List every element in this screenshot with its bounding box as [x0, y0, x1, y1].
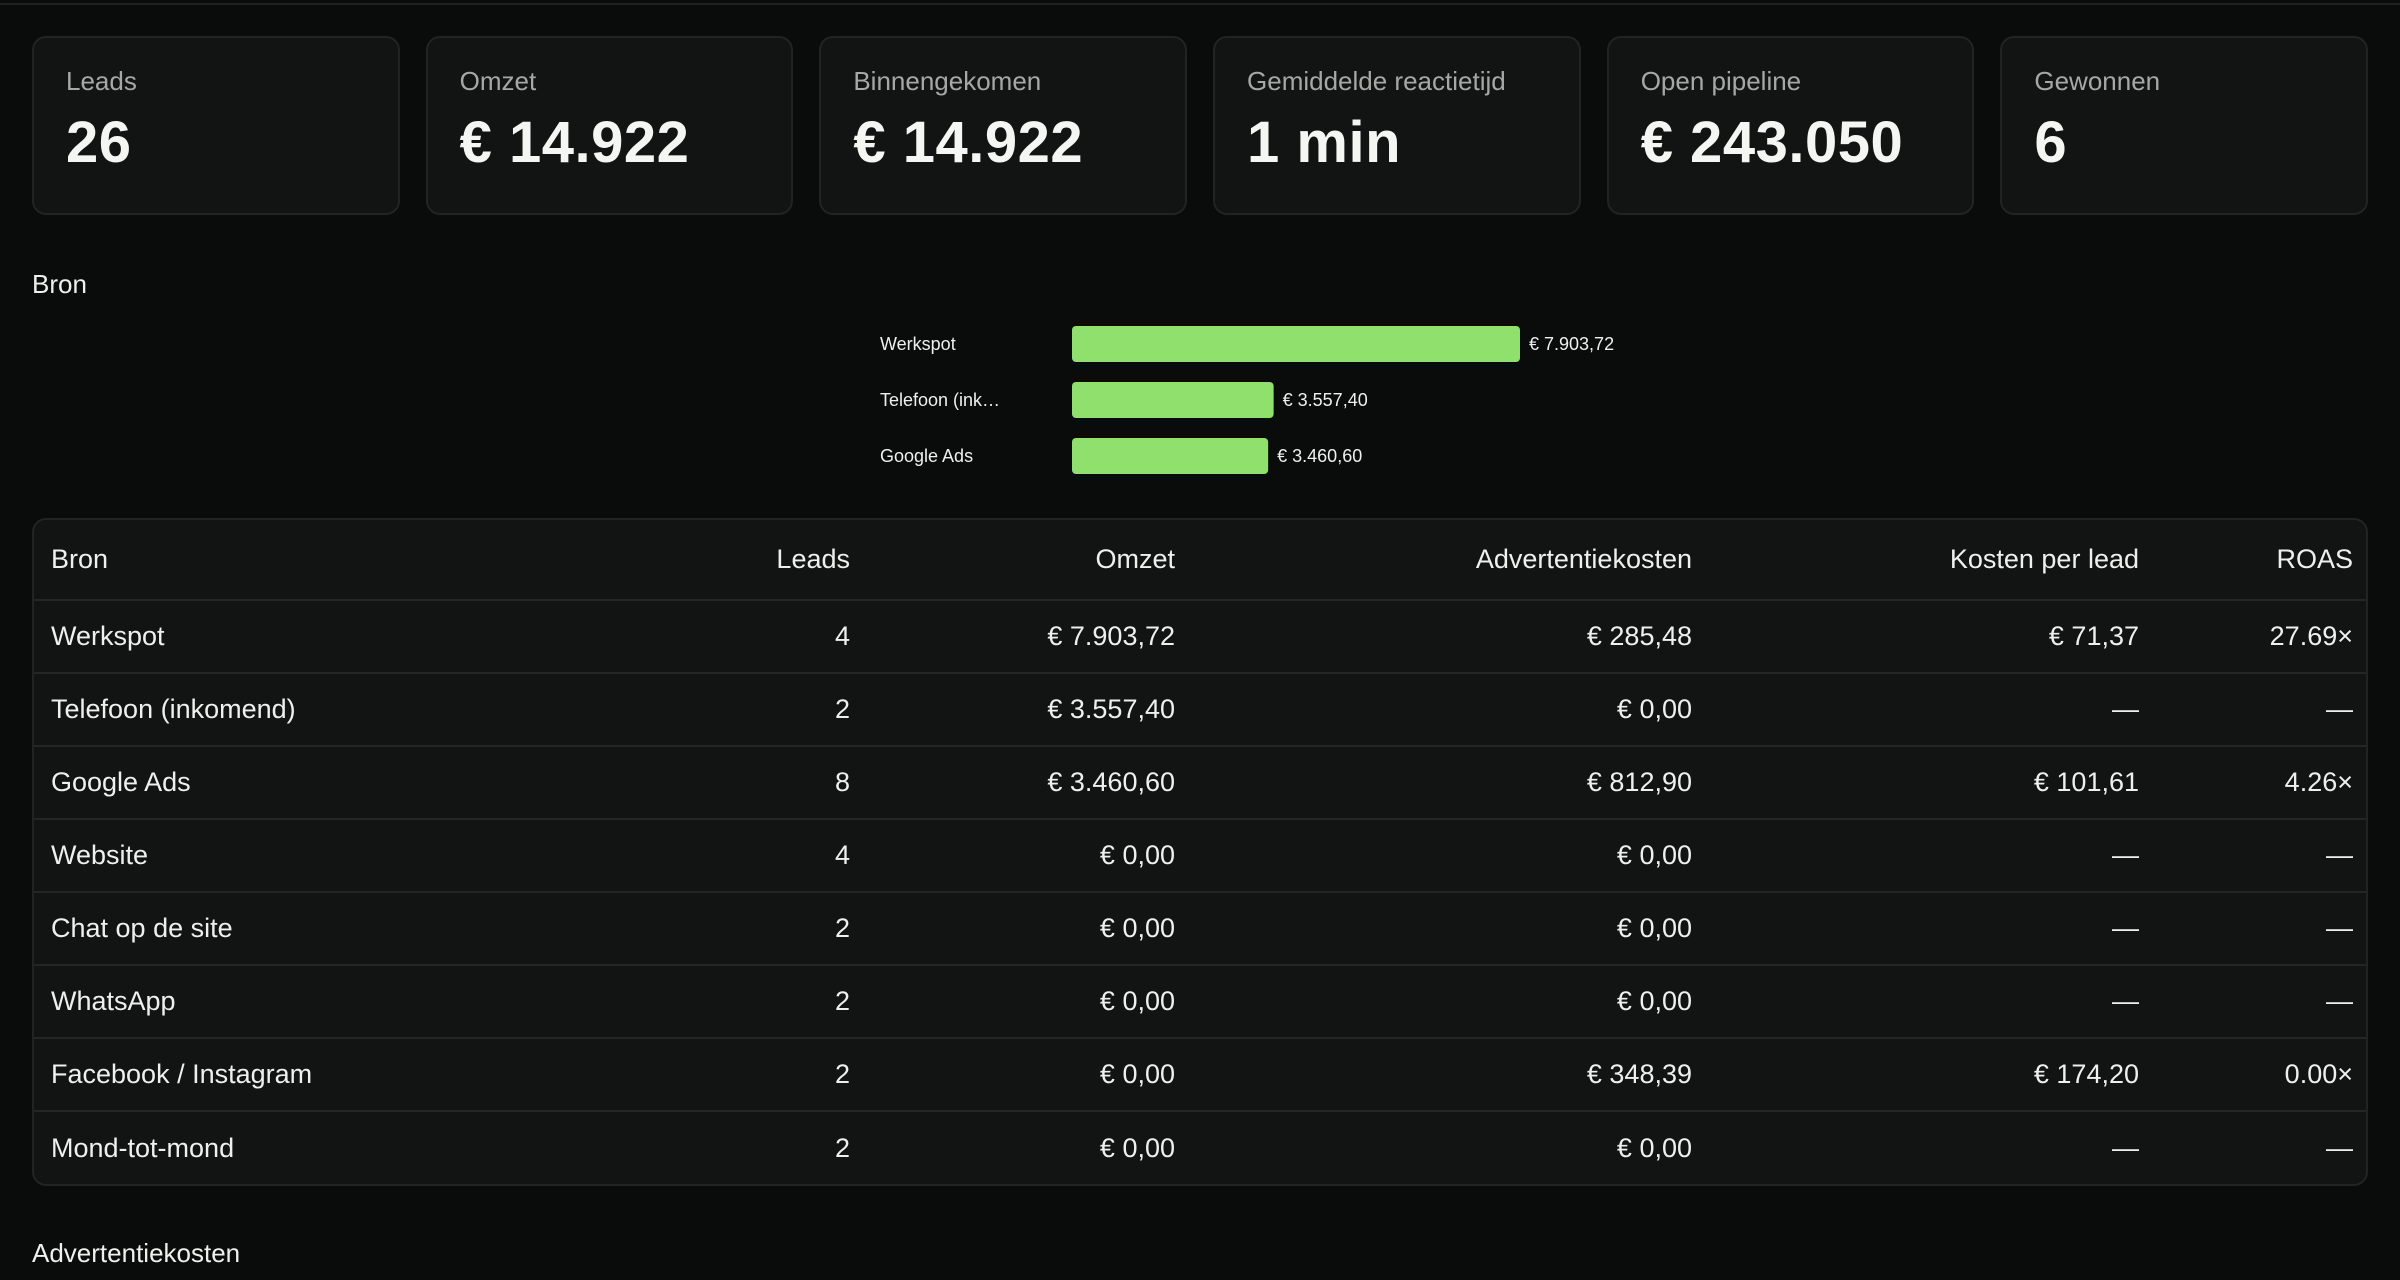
column-header-omzet: Omzet: [1095, 544, 1175, 574]
chart-bar: [1072, 326, 1520, 362]
kpi-card-open-pipeline: Open pipeline € 243.050: [1606, 36, 1975, 215]
cell-roas: —: [2156, 818, 2366, 892]
cell-bron: Chat op de site: [34, 891, 664, 965]
cell-roas: —: [2156, 891, 2366, 965]
cell-omzet: € 0,00: [867, 964, 1192, 1038]
kpi-label: Gewonnen: [2034, 66, 2161, 96]
chart-category-label: Werkspot: [880, 334, 956, 354]
cell-kosten-per-lead: —: [1709, 964, 2156, 1038]
kpi-value: 26: [66, 110, 132, 175]
chart-value-label: € 3.557,40: [1283, 390, 1368, 410]
kpi-value: € 14.922: [459, 110, 690, 175]
cell-bron: Facebook / Instagram: [34, 1037, 664, 1111]
cell-bron: Telefoon (inkomend): [34, 672, 664, 746]
cell-omzet: € 0,00: [867, 1110, 1192, 1184]
cell-omzet: € 0,00: [867, 818, 1192, 892]
cell-bron: Mond-tot-mond: [34, 1110, 664, 1184]
chart-category-label: Google Ads: [880, 446, 973, 466]
cell-advertentiekosten: € 0,00: [1192, 891, 1709, 965]
table-row: Telefoon (inkomend) 2 € 3.557,40 € 0,00 …: [34, 672, 2366, 746]
kpi-value: 1 min: [1247, 110, 1402, 175]
top-divider: [0, 3, 2400, 5]
cell-advertentiekosten: € 0,00: [1192, 1110, 1709, 1184]
kpi-card-gewonnen: Gewonnen 6: [2000, 36, 2369, 215]
kpi-card-reactietijd: Gemiddelde reactietijd 1 min: [1213, 36, 1581, 215]
cell-omzet: € 3.557,40: [867, 672, 1192, 746]
cell-roas: 0.00×: [2156, 1037, 2366, 1111]
cell-advertentiekosten: € 0,00: [1192, 672, 1709, 746]
cell-bron: WhatsApp: [34, 964, 664, 1038]
column-header-kosten-per-lead: Kosten per lead: [1949, 544, 2139, 574]
kpi-label: Open pipeline: [1640, 66, 1802, 96]
table-row: Mond-tot-mond 2 € 0,00 € 0,00 — —: [34, 1110, 2366, 1184]
cell-bron: Google Ads: [34, 745, 664, 819]
cell-omzet: € 0,00: [867, 891, 1192, 965]
cell-kosten-per-lead: € 174,20: [1709, 1037, 2156, 1111]
kpi-cards: Leads 26 Omzet € 14.922 Binnengekomen € …: [32, 36, 2369, 215]
cell-bron: Website: [34, 818, 664, 892]
cell-omzet: € 7.903,72: [867, 599, 1192, 673]
table-row: Chat op de site 2 € 0,00 € 0,00 — —: [34, 891, 2366, 965]
cell-kosten-per-lead: € 101,61: [1709, 745, 2156, 819]
kpi-value: € 14.922: [853, 110, 1084, 175]
kpi-label: Binnengekomen: [853, 66, 1042, 96]
cell-roas: —: [2156, 672, 2366, 746]
source-revenue-chart: Werkspot € 7.903,72 Telefoon (ink… € 3.557,…: [880, 326, 1614, 474]
cell-leads: 2: [664, 672, 867, 746]
source-section-title: Bron: [32, 269, 87, 299]
cell-advertentiekosten: € 0,00: [1192, 964, 1709, 1038]
table-row: Werkspot 4 € 7.903,72 € 285,48 € 71,37 2…: [34, 599, 2366, 673]
table-row: Facebook / Instagram 2 € 0,00 € 348,39 €…: [34, 1037, 2366, 1111]
cell-bron: Werkspot: [34, 599, 664, 673]
cell-kosten-per-lead: —: [1709, 672, 2156, 746]
table-header-row: Bron Leads Omzet Advertentiekosten Koste…: [34, 520, 2366, 600]
cell-kosten-per-lead: —: [1709, 818, 2156, 892]
kpi-card-binnengekomen: Binnengekomen € 14.922: [819, 36, 1188, 215]
column-header-roas: ROAS: [2276, 544, 2353, 574]
cell-leads: 4: [664, 599, 867, 673]
cell-kosten-per-lead: € 71,37: [1709, 599, 2156, 673]
chart-category-label: Telefoon (ink…: [880, 390, 1000, 410]
cell-roas: 27.69×: [2156, 599, 2366, 673]
cell-advertentiekosten: € 348,39: [1192, 1037, 1709, 1111]
table-row: Website 4 € 0,00 € 0,00 — —: [34, 818, 2366, 892]
kpi-label: Gemiddelde reactietijd: [1247, 66, 1506, 96]
source-table: Bron Leads Omzet Advertentiekosten Koste…: [32, 518, 2368, 1186]
cell-advertentiekosten: € 812,90: [1192, 745, 1709, 819]
cell-roas: 4.26×: [2156, 745, 2366, 819]
column-header-bron: Bron: [51, 544, 109, 574]
ad-costs-section-title: Advertentiekosten: [32, 1238, 241, 1268]
cell-leads: 2: [664, 1037, 867, 1111]
cell-kosten-per-lead: —: [1709, 891, 2156, 965]
column-header-leads: Leads: [776, 544, 850, 574]
kpi-label: Omzet: [459, 66, 537, 96]
column-header-advertentiekosten: Advertentiekosten: [1475, 544, 1692, 574]
cell-leads: 2: [664, 891, 867, 965]
chart-bar: [1072, 382, 1274, 418]
cell-leads: 8: [664, 745, 867, 819]
table-row: Google Ads 8 € 3.460,60 € 812,90 € 101,6…: [34, 745, 2366, 819]
kpi-value: € 243.050: [1640, 110, 1904, 175]
kpi-card-leads: Leads 26: [32, 36, 400, 215]
cell-advertentiekosten: € 285,48: [1192, 599, 1709, 673]
kpi-value: 6: [2034, 110, 2068, 175]
kpi-card-omzet: Omzet € 14.922: [425, 36, 794, 215]
cell-roas: —: [2156, 1110, 2366, 1184]
cell-advertentiekosten: € 0,00: [1192, 818, 1709, 892]
chart-value-label: € 3.460,60: [1277, 446, 1362, 466]
table-row: WhatsApp 2 € 0,00 € 0,00 — —: [34, 964, 2366, 1038]
cell-leads: 2: [664, 964, 867, 1038]
cell-roas: —: [2156, 964, 2366, 1038]
cell-leads: 4: [664, 818, 867, 892]
cell-kosten-per-lead: —: [1709, 1110, 2156, 1184]
cell-omzet: € 0,00: [867, 1037, 1192, 1111]
chart-value-label: € 7.903,72: [1529, 334, 1614, 354]
chart-bar: [1072, 438, 1269, 474]
cell-leads: 2: [664, 1110, 867, 1184]
kpi-label: Leads: [66, 66, 137, 96]
cell-omzet: € 3.460,60: [867, 745, 1192, 819]
